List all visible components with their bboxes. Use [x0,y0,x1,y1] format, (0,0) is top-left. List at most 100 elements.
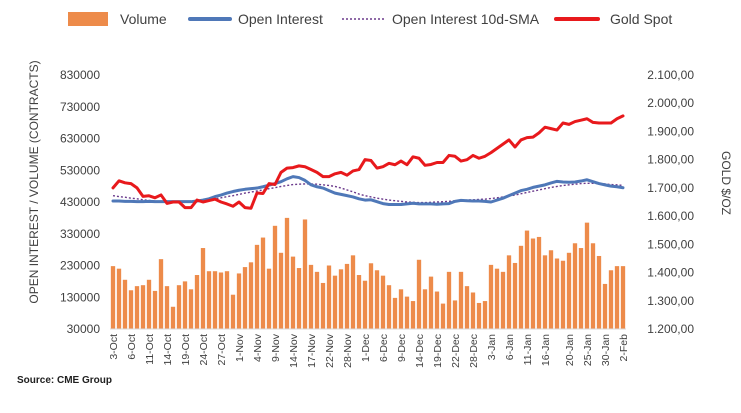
x-tick-label: 14-Oct [162,334,174,366]
x-tick-label: 9-Nov [270,333,282,362]
x-tick-label: 3-Jan [486,334,498,360]
x-tick-label: 24-Oct [198,334,210,366]
volume-bar [164,286,170,329]
right-axis-ticks: 1.200,00 1.300,00 1.400,00 1.500,00 1.600,00… [647,68,694,336]
volume-bar [152,290,158,329]
volume-bar [620,266,626,329]
volume-bar [566,252,572,329]
volume-bar [266,268,272,329]
x-tick-label: 20-Jan [564,334,576,366]
volume-bar [584,222,590,329]
volume-bar [302,219,308,329]
right-tick-label: 2.100,00 [647,68,694,82]
volume-bar [362,280,368,329]
volume-bar [434,291,440,329]
legend-label-gold-spot: Gold Spot [610,11,672,27]
volume-bar [554,258,560,329]
source-note: Source: CME Group [17,375,112,386]
volume-bar [296,268,302,329]
x-tick-label: 4-Nov [252,333,264,362]
legend: Volume Open Interest Open Interest 10d-S… [68,11,672,27]
volume-bar [194,275,200,329]
right-tick-label: 2.000,00 [647,96,694,110]
x-tick-label: 14-Nov [288,333,300,368]
x-tick-label: 3-Oct [108,334,120,360]
volume-bar [614,266,620,329]
left-axis-ticks: 30000 130000 230000 330000 430000 530000 63000… [60,68,100,336]
volume-bar [128,290,134,329]
x-tick-label: 19-Oct [180,334,192,366]
volume-bar [326,265,332,329]
right-tick-label: 1.700,00 [647,181,694,195]
left-tick-label: 330000 [60,227,100,241]
x-tick-label: 1-Nov [234,333,246,362]
volume-bar [140,285,146,329]
volume-bar [422,289,428,329]
right-tick-label: 1.500,00 [647,237,694,251]
volume-bar [116,268,122,329]
volume-bars [110,217,626,330]
volume-bar [392,297,398,329]
volume-bar [542,255,548,329]
left-tick-label: 730000 [60,100,100,114]
volume-bar [206,271,212,329]
volume-bar [134,286,140,329]
volume-bar [284,217,290,330]
volume-bar [236,273,242,329]
x-tick-label: 14-Dec [414,334,426,368]
volume-bar [272,225,278,329]
volume-bar [332,275,338,329]
volume-bar [572,243,578,329]
volume-bar [524,230,530,329]
right-axis-title: GOLD $/OZ [719,151,733,215]
left-tick-label: 130000 [60,290,100,304]
volume-bar [404,296,410,329]
x-tick-label: 22-Nov [324,333,336,368]
x-tick-label: 30-Jan [600,334,612,366]
volume-bar [386,285,392,329]
volume-bar [590,243,596,329]
x-tick-label: 27-Oct [216,334,228,366]
volume-bar [176,285,182,329]
volume-bar [548,250,554,329]
volume-bar [368,263,374,329]
volume-bar [374,270,380,329]
x-tick-label: 9-Dec [396,334,408,362]
volume-bar [464,286,470,329]
volume-bar [344,263,350,329]
volume-bar [476,302,482,329]
volume-bar [602,283,608,329]
right-tick-label: 1.400,00 [647,266,694,280]
volume-bar [482,301,488,329]
volume-bar [314,271,320,329]
volume-bar [350,255,356,329]
right-tick-label: 1.300,00 [647,294,694,308]
volume-bar [536,236,542,329]
x-tick-label: 22-Dec [450,334,462,368]
legend-label-sma: Open Interest 10d-SMA [392,11,540,27]
right-tick-label: 1.600,00 [647,209,694,223]
right-tick-label: 1.900,00 [647,124,694,138]
volume-bar [410,301,416,329]
x-tick-label: 11-Oct [144,334,156,365]
volume-bar [218,272,224,329]
legend-item-gold-spot: Gold Spot [554,11,672,27]
x-tick-label: 6-Jan [504,334,516,360]
legend-item-open-interest: Open Interest [188,11,323,27]
volume-bar [398,289,404,329]
x-axis-ticks: 3-Oct 6-Oct 11-Oct 14-Oct 19-Oct 24-Oct 27-Oct… [108,333,630,368]
volume-bar [488,264,494,329]
volume-bar [578,248,584,329]
x-tick-label: 1-Dec [360,334,372,362]
volume-bar [146,279,152,329]
right-tick-label: 1.800,00 [647,153,694,167]
volume-bar [506,255,512,329]
volume-bar [458,271,464,329]
volume-bar [122,279,128,329]
x-tick-label: 6-Oct [126,334,138,360]
volume-bar [494,268,500,329]
volume-bar [188,289,194,329]
legend-item-volume: Volume [68,11,167,27]
left-tick-label: 830000 [60,68,100,82]
